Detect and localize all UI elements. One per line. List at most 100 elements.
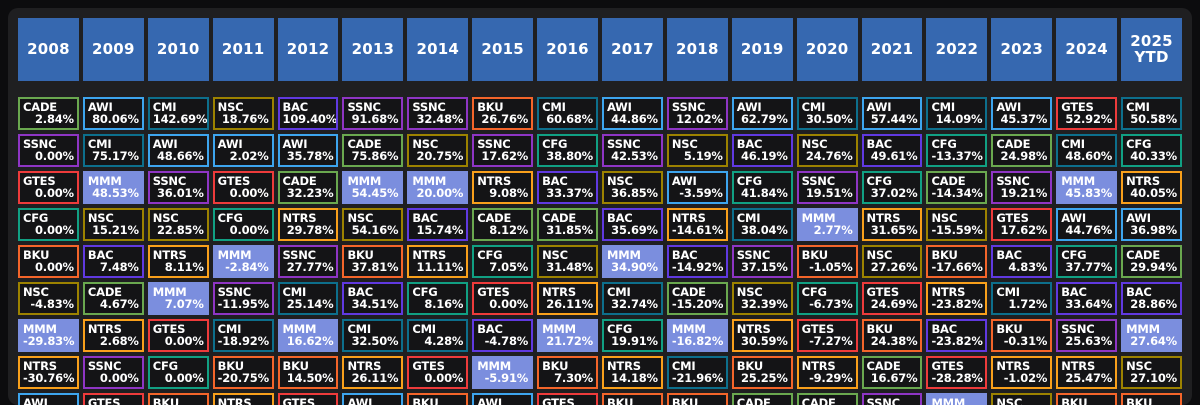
return-cell[interactable]: CFG -6.73% bbox=[796, 282, 858, 315]
return-cell[interactable]: MMM -2.84% bbox=[212, 245, 274, 278]
return-cell[interactable]: NTRS 25.47% bbox=[1056, 356, 1118, 389]
return-cell[interactable]: AWI 44.86% bbox=[602, 97, 663, 130]
return-cell[interactable]: MMM 27.64% bbox=[1121, 319, 1182, 352]
return-cell[interactable]: CFG 0.00% bbox=[147, 356, 209, 389]
return-cell[interactable]: NTRS-26.51% bbox=[212, 393, 274, 405]
return-cell[interactable]: BAC 28.86% bbox=[1121, 282, 1182, 315]
return-cell[interactable]: CMI 4.28% bbox=[407, 319, 469, 352]
return-cell[interactable]: NSC 31.48% bbox=[537, 245, 598, 278]
return-cell[interactable]: CMI 25.14% bbox=[277, 282, 339, 315]
return-cell[interactable]: NSC 32.39% bbox=[731, 282, 793, 315]
return-cell[interactable]: NTRS 31.65% bbox=[861, 208, 923, 241]
return-cell[interactable]: AWI 45.37% bbox=[991, 97, 1053, 130]
return-cell[interactable]: BKU 7.30% bbox=[537, 356, 598, 389]
return-cell[interactable]: BKU -0.31% bbox=[991, 319, 1053, 352]
return-cell[interactable]: CFG 8.16% bbox=[407, 282, 469, 315]
return-cell[interactable]: SSNC 0.00% bbox=[82, 356, 144, 389]
return-cell[interactable]: BKU 26.76% bbox=[472, 97, 534, 130]
return-cell[interactable]: CFG 19.91% bbox=[602, 319, 663, 352]
return-cell[interactable]: CFG -13.37% bbox=[926, 134, 988, 167]
return-cell[interactable]: BKU 25.25% bbox=[731, 356, 793, 389]
return-cell[interactable]: CMI -18.92% bbox=[212, 319, 274, 352]
return-cell[interactable]: SSNC 32.48% bbox=[407, 97, 469, 130]
return-cell[interactable]: SSNC 91.68% bbox=[342, 97, 404, 130]
return-cell[interactable]: CMI 48.60% bbox=[1056, 134, 1118, 167]
return-cell[interactable]: AWI 2.02% bbox=[212, 134, 274, 167]
return-cell[interactable]: BAC 15.74% bbox=[407, 208, 469, 241]
return-cell[interactable]: CMI 32.50% bbox=[342, 319, 404, 352]
return-cell[interactable]: SSNC 19.51% bbox=[796, 171, 858, 204]
return-cell[interactable]: MMM 2.77% bbox=[796, 208, 858, 241]
return-cell[interactable]: GTES 17.62% bbox=[991, 208, 1053, 241]
year-header-2021[interactable]: 2021 bbox=[861, 18, 923, 81]
year-header-2009[interactable]: 2009 bbox=[82, 18, 144, 81]
return-cell[interactable]: NTRS -9.29% bbox=[796, 356, 858, 389]
return-cell[interactable]: CMI 38.04% bbox=[731, 208, 793, 241]
return-cell[interactable]: NTRS 9.08% bbox=[472, 171, 534, 204]
year-header-2023[interactable]: 2023 bbox=[991, 18, 1053, 81]
return-cell[interactable]: BAC 33.37% bbox=[537, 171, 598, 204]
return-cell[interactable]: MMM -16.82% bbox=[666, 319, 728, 352]
return-cell[interactable]: AWI 36.98% bbox=[1121, 208, 1182, 241]
return-cell[interactable]: CADE 31.85% bbox=[537, 208, 598, 241]
return-cell[interactable]: NTRS -1.02% bbox=[991, 356, 1053, 389]
return-cell[interactable]: NSC 22.85% bbox=[147, 208, 209, 241]
return-cell[interactable]: CFG 40.33% bbox=[1121, 134, 1182, 167]
return-cell[interactable]: CFG 37.77% bbox=[1056, 245, 1118, 278]
return-cell[interactable]: MMM 45.83% bbox=[1056, 171, 1118, 204]
return-cell[interactable]: BKU -17.66% bbox=[926, 245, 988, 278]
return-cell[interactable]: AWI13.56% bbox=[342, 393, 404, 405]
return-cell[interactable]: GTES 52.92% bbox=[1056, 97, 1118, 130]
return-cell[interactable]: BAC 34.51% bbox=[342, 282, 404, 315]
return-cell[interactable]: CMI 142.69% bbox=[147, 97, 209, 130]
return-cell[interactable]: SSNC 42.53% bbox=[602, 134, 663, 167]
return-cell[interactable]: BKU 24.38% bbox=[861, 319, 923, 352]
return-cell[interactable]: CADE 16.67% bbox=[861, 356, 923, 389]
return-cell[interactable]: CADE 2.84% bbox=[18, 97, 79, 130]
return-cell[interactable]: CADE 29.94% bbox=[1121, 245, 1182, 278]
return-cell[interactable]: SSNC 12.02% bbox=[666, 97, 728, 130]
return-cell[interactable]: CMI 50.58% bbox=[1121, 97, 1182, 130]
return-cell[interactable]: BAC 35.69% bbox=[602, 208, 663, 241]
return-cell[interactable]: CMI 60.68% bbox=[537, 97, 598, 130]
return-cell[interactable]: SSNC 19.21% bbox=[991, 171, 1053, 204]
return-cell[interactable]: BKU -20.75% bbox=[212, 356, 274, 389]
year-header-2019[interactable]: 2019 bbox=[731, 18, 793, 81]
return-cell[interactable]: NSC 54.16% bbox=[342, 208, 404, 241]
return-cell[interactable]: AWI 48.66% bbox=[147, 134, 209, 167]
return-cell[interactable]: CFG 0.00% bbox=[212, 208, 274, 241]
year-header-2017[interactable]: 2017 bbox=[602, 18, 663, 81]
return-cell[interactable]: AWI-10.54% bbox=[472, 393, 534, 405]
return-cell[interactable]: NTRS 29.78% bbox=[277, 208, 339, 241]
return-cell[interactable]: AWI -3.59% bbox=[666, 171, 728, 204]
return-cell[interactable]: CFG 7.05% bbox=[472, 245, 534, 278]
year-header-2022[interactable]: 2022 bbox=[926, 18, 988, 81]
return-cell[interactable]: BAC 49.61% bbox=[861, 134, 923, 167]
return-cell[interactable]: CMI 1.72% bbox=[991, 282, 1053, 315]
return-cell[interactable]: NTRS -30.76% bbox=[18, 356, 79, 389]
return-cell[interactable]: CADE23.07% bbox=[731, 393, 793, 405]
return-cell[interactable]: NTRS 2.68% bbox=[82, 319, 144, 352]
return-cell[interactable]: MMM 48.53% bbox=[82, 171, 144, 204]
return-cell[interactable]: BAC -23.82% bbox=[926, 319, 988, 352]
return-cell[interactable]: MMM 21.72% bbox=[537, 319, 598, 352]
return-cell[interactable]: BKU 37.81% bbox=[342, 245, 404, 278]
return-cell[interactable]: NSC 24.76% bbox=[796, 134, 858, 167]
return-cell[interactable]: NTRS 14.18% bbox=[602, 356, 663, 389]
return-cell[interactable]: CADE 4.67% bbox=[82, 282, 144, 315]
return-cell[interactable]: AWI-38.17% bbox=[18, 393, 79, 405]
return-cell[interactable]: AWI 44.76% bbox=[1056, 208, 1118, 241]
return-cell[interactable]: CMI 32.74% bbox=[602, 282, 663, 315]
return-cell[interactable]: CADE -14.34% bbox=[926, 171, 988, 204]
return-cell[interactable]: BAC 46.19% bbox=[731, 134, 793, 167]
return-cell[interactable]: MMM-29.63% bbox=[926, 393, 988, 405]
year-header-2018[interactable]: 2018 bbox=[666, 18, 728, 81]
return-cell[interactable]: BKU21.67% bbox=[1121, 393, 1182, 405]
return-cell[interactable]: NSC -15.59% bbox=[926, 208, 988, 241]
